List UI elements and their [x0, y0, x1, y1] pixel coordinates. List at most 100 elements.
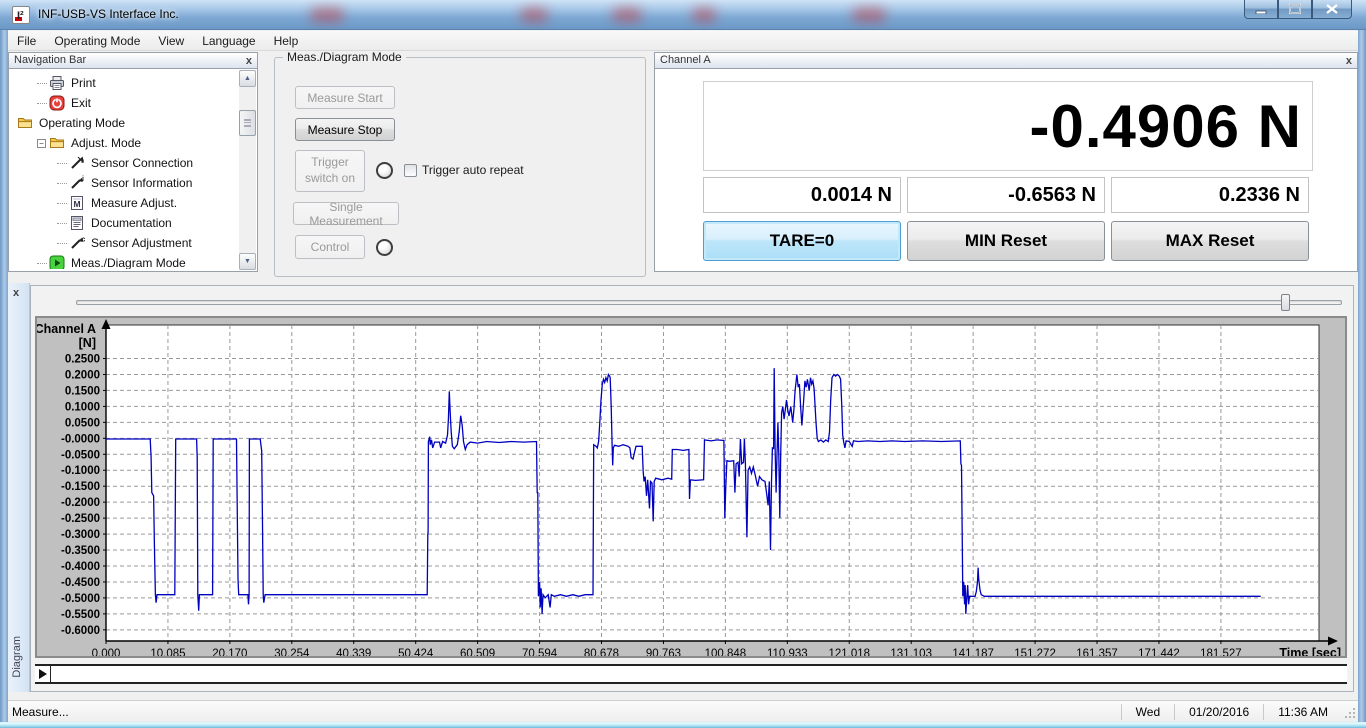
nav-panel-header[interactable]: Navigation Bar x: [8, 52, 258, 69]
svg-text:161.357: 161.357: [1076, 648, 1118, 656]
tree-connector: [57, 162, 67, 164]
chart-play-icon[interactable]: [35, 666, 51, 682]
svg-text:0.0500: 0.0500: [65, 417, 100, 429]
glass-reflection: [520, 8, 548, 22]
measure-stop-button[interactable]: Measure Stop: [295, 118, 395, 141]
tree-connector: [37, 102, 47, 104]
nav-item-measure-adjust[interactable]: M Measure Adjust.: [11, 193, 237, 213]
slider-thumb[interactable]: [1281, 294, 1290, 311]
trigger-led-indicator: [376, 162, 393, 179]
trigger-switch-button[interactable]: Trigger switch on: [295, 150, 365, 192]
nav-panel-body: Print Exit Operating Mode − Adjust. Mode Sens…: [8, 69, 258, 272]
svg-text:-0.1000: -0.1000: [61, 465, 100, 477]
control-button[interactable]: Control: [295, 235, 365, 259]
nav-item-label: Exit: [71, 96, 92, 110]
diagram-panel: 0.2500 0.2000 0.1500 0.1000 0.0500 -0.0000 -0.…: [30, 285, 1354, 692]
min-reset-button[interactable]: MIN Reset: [907, 221, 1105, 261]
status-time: 11:36 AM: [1263, 703, 1342, 720]
svg-text:70.594: 70.594: [522, 648, 558, 656]
svg-text:151.272: 151.272: [1014, 648, 1056, 656]
y-axis-label: Channel A: [37, 322, 96, 336]
nav-tree: Print Exit Operating Mode − Adjust. Mode Sens…: [11, 73, 237, 269]
window-title: INF-USB-VS Interface Inc.: [38, 7, 179, 21]
nav-item-meas-diagram-mode[interactable]: Meas./Diagram Mode: [11, 253, 237, 269]
status-bar: Measure... Wed 01/20/2016 11:36 AM: [8, 700, 1358, 722]
sensor-information-icon: i: [69, 175, 86, 191]
app-logo-icon: I²: [12, 6, 30, 24]
scroll-down-icon[interactable]: ▼: [239, 253, 256, 270]
svg-text:0.2000: 0.2000: [65, 369, 100, 381]
nav-item-label: Operating Mode: [39, 116, 126, 130]
documentation-icon: [69, 215, 86, 231]
scroll-thumb[interactable]: [239, 110, 256, 136]
channel-close-icon[interactable]: x: [1345, 55, 1352, 67]
folder-icon: [17, 115, 34, 131]
tree-collapse-icon[interactable]: −: [37, 138, 46, 148]
nav-item-documentation[interactable]: Documentation: [11, 213, 237, 233]
current-value-display: -0.4906 N: [703, 81, 1313, 171]
svg-text:80.678: 80.678: [584, 648, 619, 656]
scroll-up-icon[interactable]: ▲: [239, 70, 256, 87]
svg-text:121.018: 121.018: [828, 648, 870, 656]
nav-panel-title: Navigation Bar: [14, 54, 87, 66]
measure-adjust-icon: M: [69, 195, 86, 211]
svg-text:0.000: 0.000: [92, 648, 121, 656]
diagram-side-strip: x Diagram: [8, 283, 30, 692]
nav-item-operating-mode[interactable]: Operating Mode: [11, 113, 237, 133]
status-day: Wed: [1120, 703, 1174, 720]
tree-connector: [57, 222, 67, 224]
status-date: 01/20/2016: [1174, 703, 1263, 720]
nav-item-sensor-information[interactable]: i Sensor Information: [11, 173, 237, 193]
nav-item-label: Documentation: [91, 216, 172, 230]
nav-item-label: Sensor Information: [91, 176, 193, 190]
nav-item-exit[interactable]: Exit: [11, 93, 237, 113]
nav-item-print[interactable]: Print: [11, 73, 237, 93]
svg-text:0.1000: 0.1000: [65, 401, 100, 413]
nav-item-adjust-mode[interactable]: − Adjust. Mode: [11, 133, 237, 153]
nav-close-icon[interactable]: x: [245, 55, 252, 67]
glass-reflection: [612, 8, 642, 22]
maximize-icon: [1289, 4, 1301, 14]
diagram-tab-label: Diagram: [11, 636, 23, 678]
svg-text:M: M: [73, 199, 80, 209]
sensor-adjustment-icon: c: [69, 235, 86, 251]
close-icon: [1326, 4, 1338, 14]
measure-start-button[interactable]: Measure Start: [295, 86, 395, 109]
channel-panel-header[interactable]: Channel A x: [654, 52, 1358, 69]
maximize-button[interactable]: [1278, 0, 1312, 19]
x-axis-label: Time [sec]: [1279, 646, 1341, 656]
menu-item-language[interactable]: Language: [202, 33, 256, 48]
svg-text:141.187: 141.187: [952, 648, 994, 656]
menu-item-file[interactable]: File: [17, 33, 37, 48]
chart-position-slider[interactable]: [76, 300, 1342, 305]
channel-panel-title: Channel A: [660, 54, 711, 66]
sensor-connection-icon: [69, 155, 86, 171]
nav-item-sensor-adjustment[interactable]: c Sensor Adjustment: [11, 233, 237, 253]
trigger-auto-repeat-checkbox[interactable]: [404, 164, 417, 177]
menu-item-help[interactable]: Help: [273, 33, 299, 48]
single-measurement-button[interactable]: Single Measurement: [293, 200, 399, 228]
svg-text:i: i: [82, 176, 84, 183]
series-channel-a: [106, 368, 1261, 614]
tree-connector: [37, 262, 47, 264]
resize-grip[interactable]: [1342, 705, 1356, 719]
svg-text:181.527: 181.527: [1200, 648, 1242, 656]
tare-button[interactable]: TARE=0: [703, 221, 901, 261]
meas-group-title: Meas./Diagram Mode: [283, 50, 406, 64]
control-led-indicator: [376, 239, 393, 256]
nav-item-sensor-connection[interactable]: Sensor Connection: [11, 153, 237, 173]
close-button[interactable]: [1312, 0, 1352, 19]
menu-item-view[interactable]: View: [158, 33, 185, 48]
max-reset-button[interactable]: MAX Reset: [1111, 221, 1309, 261]
minimize-button[interactable]: [1244, 0, 1278, 19]
glass-reflection: [310, 8, 344, 22]
glass-reflection: [692, 8, 716, 22]
nav-scrollbar[interactable]: ▲ ▼: [239, 70, 256, 270]
svg-text:-0.0000: -0.0000: [61, 433, 100, 445]
diagram-close-icon[interactable]: x: [13, 287, 20, 299]
tree-connector: [57, 182, 67, 184]
menu-item-operating-mode[interactable]: Operating Mode: [54, 33, 141, 48]
chart-bottom-bar: [35, 664, 1347, 684]
svg-text:-0.3500: -0.3500: [61, 545, 100, 557]
